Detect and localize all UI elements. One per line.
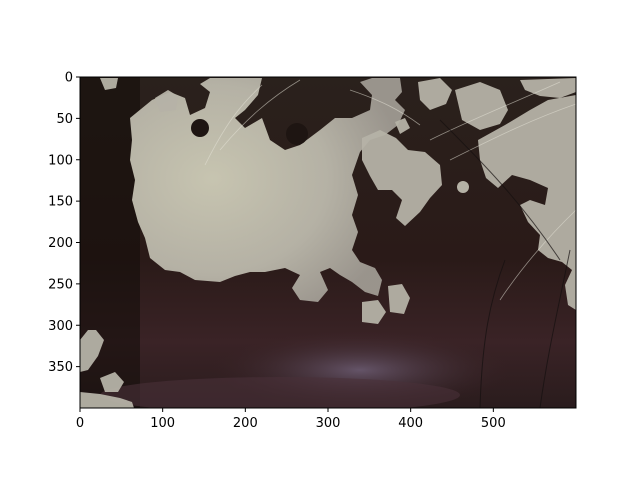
x-tick-label: 300 [316,416,341,431]
y-tick-label: 350 [48,360,73,375]
mask-region-bottom-a [362,300,386,324]
x-tick-label: 200 [233,416,258,431]
mask-region-bottom-left-a [80,330,104,372]
y-tick-label: 0 [65,71,73,86]
mask-region-bottom-left-c [80,392,134,408]
mask-region-right [478,95,576,310]
mask-region-small [395,118,410,134]
mask-region-top [155,90,178,112]
y-axis: 0 50 100 150 200 250 300 350 [48,71,80,375]
mask-dot [457,181,469,193]
x-axis: 0 100 200 300 400 500 [76,408,506,431]
y-tick-label: 300 [48,319,73,334]
lower-band [100,377,460,408]
dark-strands [439,119,571,408]
y-tick-label: 250 [48,277,73,292]
y-tick-label: 200 [48,236,73,251]
y-tick-label: 100 [48,153,73,168]
image-content [80,77,576,408]
x-tick-label: 100 [150,416,175,431]
mask-hole [191,119,209,137]
y-tick-label: 150 [48,195,73,210]
mask-region-top-left [100,78,118,90]
mask-region-center-right [362,130,442,226]
mask-region-top-right-b [455,82,508,130]
mask-region-bottom-left-b [100,372,124,392]
mask-hole [286,123,308,145]
mask-region-bottom-b [388,284,410,314]
strand-lines [204,79,576,301]
y-tick-label: 50 [56,112,73,127]
x-tick-label: 500 [481,416,506,431]
x-tick-label: 0 [76,416,84,431]
mask-region-top-right-a [418,78,452,110]
x-tick-label: 400 [398,416,423,431]
